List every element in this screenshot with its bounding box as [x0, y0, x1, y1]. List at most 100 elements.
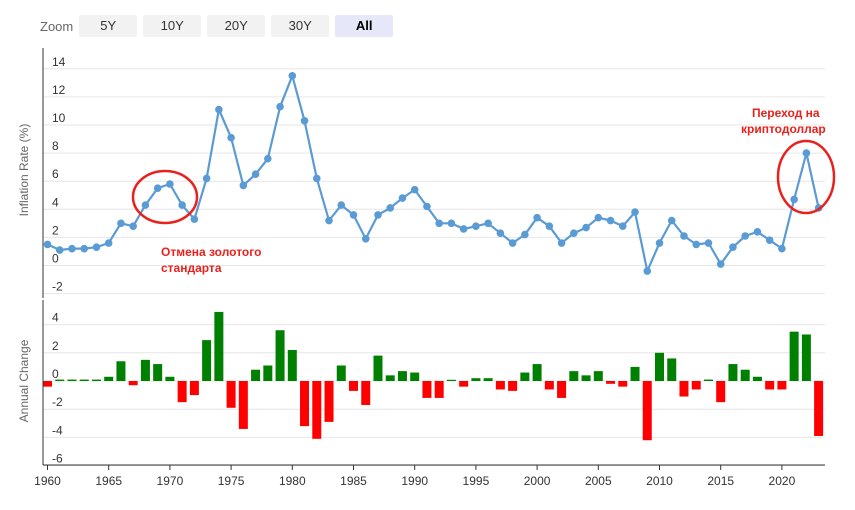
y-tick-label-lower: -4 [52, 423, 63, 437]
gold-standard-circle [131, 169, 199, 225]
annual-change-bar [251, 369, 261, 381]
inflation-point [349, 211, 358, 219]
inflation-point [778, 244, 786, 253]
annual-change-bar [324, 381, 334, 422]
annual-change-bar [177, 381, 187, 403]
zoom-30y-button[interactable]: 30Y [271, 15, 330, 37]
annual-change-axis-title: Annual Change [17, 339, 31, 422]
inflation-point [606, 216, 615, 225]
inflation-point [166, 180, 174, 188]
x-tick-label: 2015 [707, 474, 734, 488]
x-tick-label: 1970 [157, 474, 184, 488]
inflation-point [117, 219, 125, 228]
inflation-point [153, 184, 162, 193]
inflation-point [178, 201, 186, 209]
inflation-point [594, 213, 603, 222]
annual-change-bar [459, 381, 469, 387]
x-tick-label: 1960 [34, 474, 61, 488]
annual-change-bar [679, 381, 689, 397]
zoom-20y-button[interactable]: 20Y [207, 15, 266, 37]
y-tick-label-lower: -2 [52, 395, 63, 409]
zoom-5y-button[interactable]: 5Y [79, 15, 138, 37]
inflation-point [484, 219, 492, 228]
annual-change-bar [287, 349, 297, 381]
inflation-point [374, 211, 382, 219]
inflation-point [557, 239, 566, 247]
annual-change-bar [300, 381, 310, 427]
annual-change-bar [263, 365, 273, 381]
gold-standard-annotation-line2: стандарта [161, 261, 222, 275]
annual-change-bar [434, 381, 444, 398]
inflation-point [276, 102, 284, 111]
y-tick-label-upper: 8 [52, 139, 59, 153]
annual-change-bar [532, 364, 542, 381]
inflation-point [68, 244, 76, 253]
annual-change-bar [716, 381, 726, 403]
annual-change-bar [153, 364, 163, 381]
x-tick-label: 2010 [646, 474, 673, 488]
range-selector: Zoom 5Y 10Y 20Y 30Y All [40, 14, 399, 38]
zoom-label: Zoom [40, 18, 74, 34]
inflation-point [545, 222, 554, 230]
annual-change-bar [655, 352, 664, 381]
annual-change-bar [361, 381, 371, 405]
y-tick-label-upper: 10 [52, 111, 66, 125]
annual-change-bar [312, 381, 322, 439]
annual-change-bar [410, 372, 420, 381]
annual-change-bar [55, 379, 65, 381]
inflation-point [227, 133, 235, 142]
inflation-point [631, 208, 639, 216]
annual-change-bar [642, 381, 652, 441]
inflation-point [582, 223, 590, 232]
inflation-point [570, 229, 578, 237]
inflation-point [361, 235, 370, 243]
inflation-point [680, 232, 688, 240]
annual-change-bar [373, 355, 383, 381]
annual-change-bar [728, 364, 738, 381]
annual-change-bar [91, 379, 101, 381]
x-tick-label: 1985 [340, 474, 367, 488]
zoom-10y-button[interactable]: 10Y [143, 15, 202, 37]
inflation-point [435, 219, 443, 228]
annual-change-bar [104, 376, 114, 381]
inflation-point [251, 170, 260, 178]
inflation-point [741, 232, 749, 240]
inflation-point [325, 216, 333, 225]
y-tick-label-upper: 2 [52, 223, 59, 237]
annual-change-bar [544, 381, 554, 390]
inflation-point [312, 174, 321, 183]
inflation-point [459, 225, 468, 233]
annual-change-bar [508, 381, 518, 391]
zoom-all-button[interactable]: All [335, 15, 394, 37]
annual-change-bar [777, 381, 787, 390]
annual-change-bar [116, 361, 126, 381]
y-tick-label-upper: 14 [52, 55, 66, 69]
annual-change-bar [765, 381, 775, 390]
annual-change-bar [385, 375, 395, 381]
annual-change-bar [752, 376, 762, 381]
inflation-point [521, 230, 529, 239]
inflation-point [264, 154, 272, 163]
inflation-point [802, 149, 811, 157]
annual-change-bar [471, 378, 481, 381]
annual-change-bar [557, 381, 567, 398]
annual-change-bar [814, 381, 824, 436]
y-tick-label-upper: 0 [52, 252, 59, 266]
inflation-point [643, 267, 652, 275]
axes: -2 0 2 4 6 8 10 12 14 -6 -4 -2 0 2 4 1960 1965 1970 1975 19… [34, 48, 825, 488]
annual-change-bar [667, 358, 677, 381]
inflation-point [533, 213, 541, 222]
annual-change-bar [43, 381, 52, 387]
annual-change-bar [446, 379, 456, 381]
annual-change-bar [703, 379, 713, 381]
annual-change-bar [128, 381, 138, 386]
x-tick-label: 1990 [401, 474, 428, 488]
inflation-point [239, 181, 248, 190]
annual-change-bar [397, 371, 407, 381]
inflation-point [667, 216, 676, 225]
annual-change-bar [740, 369, 750, 381]
inflation-point [753, 227, 762, 236]
x-tick-label: 1975 [218, 474, 245, 488]
inflation-point [92, 243, 101, 252]
annual-change-bar [202, 340, 212, 381]
